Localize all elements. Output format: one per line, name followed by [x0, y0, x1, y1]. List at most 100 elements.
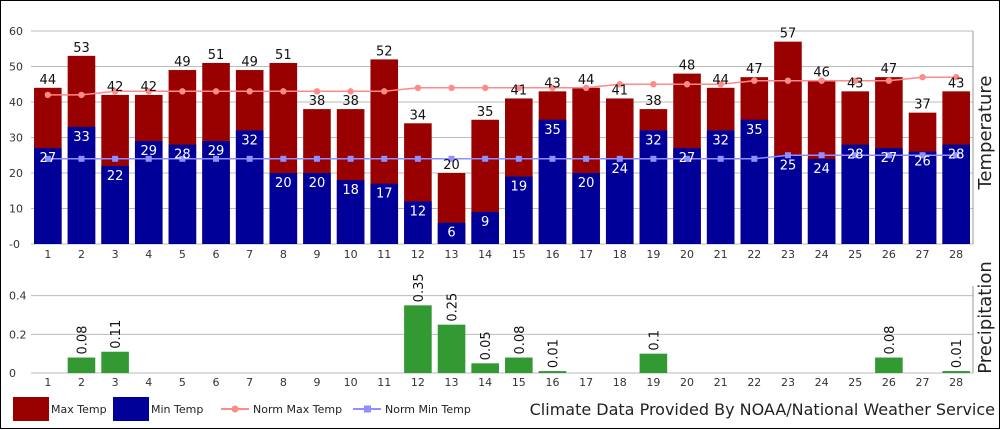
norm-max-point [44, 91, 52, 99]
min-temp-value-label: 18 [342, 183, 359, 198]
temperature-day-label: 3 [112, 248, 119, 261]
norm-min-point [381, 155, 388, 162]
min-temp-value-label: 35 [746, 123, 763, 138]
precipitation-value-label: 0.11 [109, 320, 124, 349]
precipitation-day-label: 18 [613, 376, 627, 389]
max-temp-value-label: 43 [948, 76, 965, 91]
norm-min-point [448, 155, 455, 162]
min-temp-value-label: 32 [712, 133, 729, 148]
temperature-day-label: 1 [44, 248, 51, 261]
min-temp-bar [269, 173, 298, 244]
precipitation-day-label: 9 [313, 376, 320, 389]
norm-max-point [549, 84, 556, 92]
min-temp-bar [572, 173, 600, 244]
max-temp-value-label: 38 [309, 94, 326, 109]
precipitation-day-label: 11 [377, 376, 391, 389]
max-temp-value-label: 20 [443, 158, 460, 173]
precipitation-day-label: 22 [747, 376, 761, 389]
precipitation-bar [942, 371, 970, 373]
precipitation-bar [471, 363, 499, 373]
legend-label: Min Temp [151, 403, 203, 416]
precipitation-value-label: 0.08 [75, 326, 90, 355]
temperature-day-label: 9 [313, 248, 320, 261]
precipitation-day-label: 24 [815, 376, 829, 389]
precipitation-day-label: 25 [848, 376, 862, 389]
norm-max-point [78, 91, 85, 99]
min-temp-bar [538, 119, 567, 244]
norm-max-point [481, 84, 489, 92]
precipitation-day-label: 14 [478, 376, 492, 389]
precipitation-value-label: 0.01 [546, 339, 561, 368]
temperature-day-label: 10 [344, 248, 358, 261]
min-temp-bar [437, 222, 466, 244]
max-temp-value-label: 38 [645, 94, 662, 109]
max-temp-value-label: 52 [376, 44, 393, 59]
temperature-day-label: 25 [848, 248, 862, 261]
precipitation-axis-title: Precipitation [975, 261, 996, 374]
precipitation-day-label: 3 [112, 376, 119, 389]
min-temp-value-label: 27 [679, 151, 696, 166]
precipitation-day-label: 12 [411, 376, 425, 389]
temperature-day-label: 24 [815, 248, 829, 261]
temperature-day-label: 7 [246, 248, 253, 261]
max-temp-value-label: 47 [746, 62, 763, 77]
norm-min-point [549, 155, 556, 162]
norm-max-point [179, 88, 186, 95]
legend-swatch [13, 397, 49, 421]
max-temp-value-label: 49 [241, 55, 258, 70]
max-temp-value-label: 44 [712, 73, 729, 88]
norm-min-point [482, 155, 489, 162]
norm-max-point [111, 88, 119, 95]
temperature-tick-label: 40 [9, 96, 23, 109]
min-temp-bar [605, 158, 634, 244]
precipitation-value-label: 0.08 [883, 326, 898, 355]
min-temp-value-label: 29 [140, 144, 157, 159]
norm-max-point [885, 77, 893, 84]
min-temp-bar [235, 130, 264, 244]
norm-min-point [213, 155, 220, 162]
precipitation-tick-label: 0.2 [9, 328, 27, 341]
min-temp-bar [505, 176, 533, 244]
temperature-day-label: 26 [882, 248, 896, 261]
norm-min-point [583, 155, 590, 162]
min-temp-bar [370, 183, 399, 244]
precipitation-day-label: 17 [579, 376, 593, 389]
norm-min-point [280, 155, 287, 162]
max-temp-value-label: 37 [914, 98, 931, 113]
min-temp-value-label: 28 [174, 148, 191, 163]
min-temp-bar [807, 158, 836, 244]
legend-label: Norm Min Temp [385, 403, 471, 416]
norm-min-point [919, 152, 926, 159]
norm-min-point [650, 155, 657, 162]
norm-max-point [414, 84, 422, 92]
min-temp-bar [740, 119, 769, 244]
norm-max-point [313, 88, 321, 95]
precipitation-tick-label: 0.4 [9, 290, 27, 303]
precipitation-day-label: 23 [781, 376, 795, 389]
temperature-axis-title: Temperature [975, 75, 996, 190]
min-temp-value-label: 24 [611, 162, 628, 177]
precipitation-day-label: 28 [949, 376, 963, 389]
norm-min-point [784, 152, 791, 159]
norm-max-line [47, 76, 957, 96]
norm-min-point [852, 152, 859, 159]
max-temp-value-label: 51 [275, 48, 292, 63]
min-temp-value-label: 22 [107, 169, 124, 184]
max-temp-value-label: 38 [342, 94, 359, 109]
min-temp-value-label: 24 [813, 162, 830, 177]
precipitation-bar [67, 357, 96, 373]
norm-min-point [44, 155, 51, 162]
norm-max-point [582, 84, 590, 92]
min-temp-bar [908, 151, 937, 244]
min-temp-value-label: 28 [948, 148, 965, 163]
temperature-day-label: 16 [545, 248, 559, 261]
legend-label: Max Temp [51, 403, 107, 416]
max-temp-value-label: 47 [881, 62, 898, 77]
temperature-day-label: 11 [377, 248, 391, 261]
norm-min-point [885, 152, 892, 159]
temperature-day-label: 14 [478, 248, 492, 261]
min-temp-value-label: 6 [447, 226, 455, 241]
min-temp-value-label: 20 [309, 176, 326, 191]
max-temp-value-label: 49 [174, 55, 191, 70]
norm-max-point [818, 77, 825, 84]
